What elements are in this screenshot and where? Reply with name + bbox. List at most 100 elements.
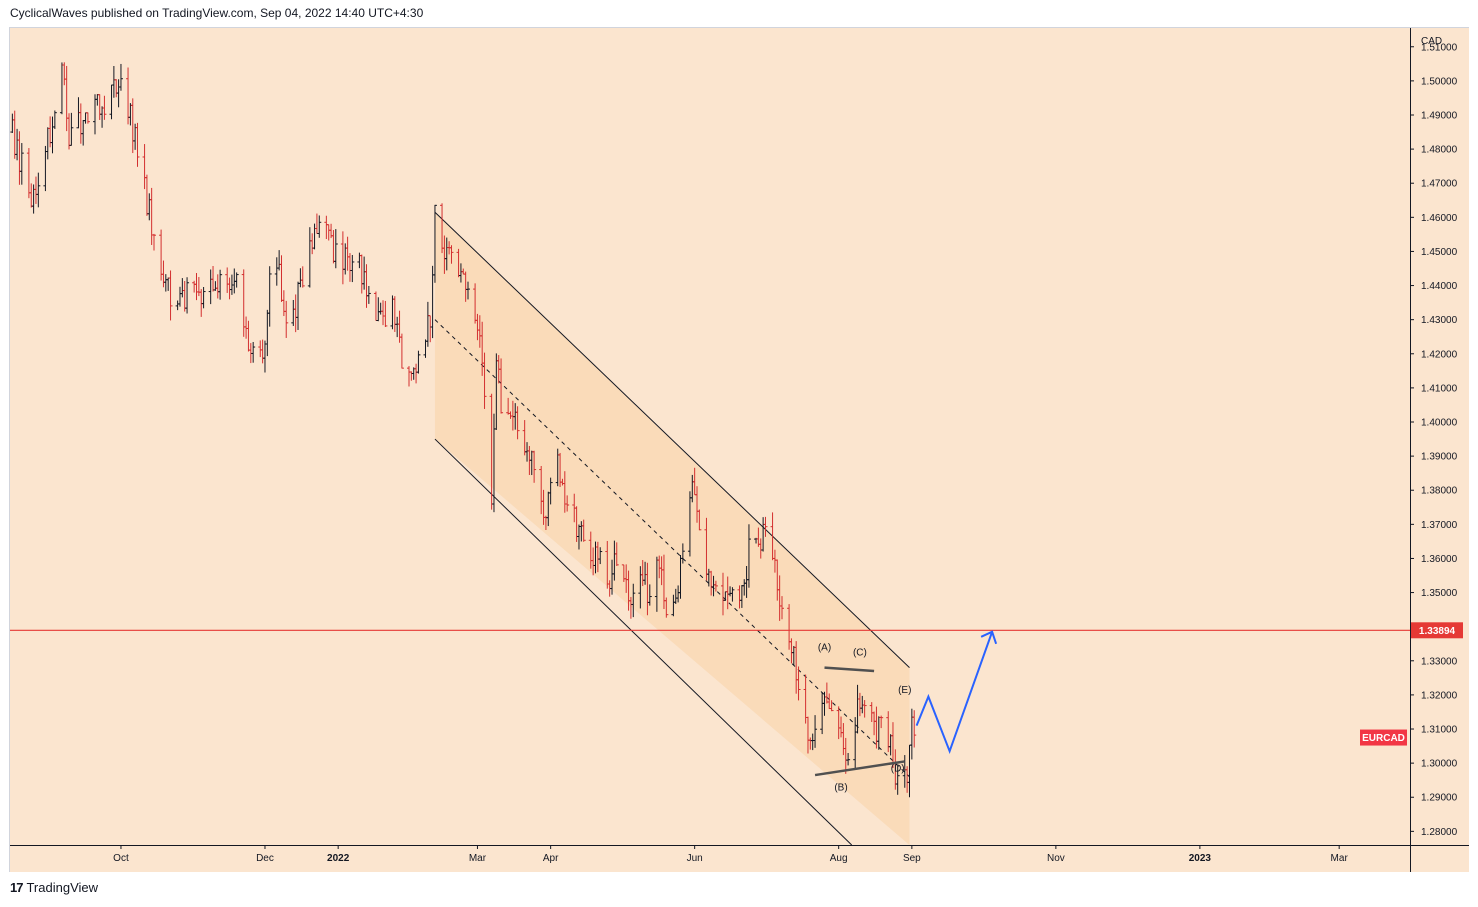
y-tick-label: 1.38000 <box>1421 486 1458 497</box>
plot-area[interactable] <box>10 28 1410 845</box>
x-tick-label: Jun <box>687 853 703 864</box>
y-tick-label: 1.37000 <box>1421 520 1458 531</box>
ohlc-bar[interactable] <box>135 122 140 167</box>
ohlc-bar[interactable] <box>317 215 322 238</box>
y-tick-label: 1.33000 <box>1421 656 1458 667</box>
ohlc-bar[interactable] <box>185 277 190 314</box>
x-tick-label: Mar <box>1331 853 1349 864</box>
ohlc-bar[interactable] <box>432 204 437 283</box>
ohlc-bar[interactable] <box>846 753 851 766</box>
x-tick-label: 2023 <box>1189 853 1212 864</box>
ohlc-bar[interactable] <box>168 270 173 321</box>
channel-midline[interactable] <box>434 319 910 778</box>
channel-shading <box>434 212 910 846</box>
y-tick-label: 1.41000 <box>1421 383 1458 394</box>
ohlc-bar[interactable] <box>532 450 537 483</box>
ohlc-bar[interactable] <box>251 341 256 363</box>
ohlc-bar[interactable] <box>300 266 305 288</box>
channel-lower-line[interactable] <box>434 438 853 846</box>
ohlc-bar[interactable] <box>201 286 206 309</box>
ohlc-bar[interactable] <box>399 333 404 369</box>
ohlc-bar[interactable] <box>52 110 57 129</box>
ohlc-bar[interactable] <box>780 596 785 620</box>
wave-label: (E) <box>898 685 911 696</box>
y-tick-label: 1.48000 <box>1421 145 1458 156</box>
ohlc-bar[interactable] <box>565 495 570 512</box>
y-tick-label: 1.47000 <box>1421 179 1458 190</box>
ohlc-bar[interactable] <box>218 269 223 300</box>
wave-label: (A) <box>818 643 831 654</box>
ohlc-bar[interactable] <box>85 112 90 124</box>
ohlc-bar[interactable] <box>829 700 834 712</box>
wave-label: (B) <box>834 782 847 793</box>
y-tick-label: 1.28000 <box>1421 827 1458 838</box>
ohlc-bar[interactable] <box>383 300 388 327</box>
ohlc-bar[interactable] <box>118 63 123 91</box>
ohlc-bar[interactable] <box>333 229 338 269</box>
ohlc-bar[interactable] <box>697 509 702 531</box>
y-tick-label: 1.29000 <box>1421 793 1458 804</box>
ohlc-bar[interactable] <box>515 406 520 440</box>
x-tick-label: Mar <box>469 853 487 864</box>
ohlc-bar[interactable] <box>746 524 751 588</box>
ohlc-bar[interactable] <box>763 516 768 537</box>
ohlc-bar[interactable] <box>862 700 867 718</box>
ohlc-bar[interactable] <box>730 587 735 602</box>
ohlc-bar[interactable] <box>36 172 41 208</box>
x-tick-label: Dec <box>256 853 274 864</box>
ohlc-bar[interactable] <box>879 715 884 729</box>
ohlc-bar[interactable] <box>102 95 107 120</box>
y-tick-label: 1.51000 <box>1421 42 1458 53</box>
ohlc-bar[interactable] <box>813 715 818 748</box>
ohlc-bar[interactable] <box>482 352 487 409</box>
price-badge <box>1411 622 1463 639</box>
projection-path[interactable] <box>915 631 994 755</box>
ohlc-bar[interactable] <box>19 143 24 185</box>
ohlc-bar[interactable] <box>366 285 371 304</box>
ohlc-bar[interactable] <box>284 300 289 338</box>
ohlc-bar[interactable] <box>234 272 239 288</box>
currency-label: CAD <box>1421 36 1442 47</box>
tradingview-footer: 17 TradingView <box>10 880 98 895</box>
ohlc-bar[interactable] <box>152 233 157 251</box>
ohlc-bar[interactable] <box>69 112 74 146</box>
triangle-top-line[interactable] <box>824 666 875 673</box>
ohlc-bar[interactable] <box>680 543 685 564</box>
ohlc-bar[interactable] <box>614 542 619 567</box>
ohlc-bar[interactable] <box>449 245 454 264</box>
channel-upper-line[interactable] <box>434 211 910 668</box>
tradingview-logo-icon: 17 <box>10 880 24 895</box>
ohlc-bar[interactable] <box>350 254 355 283</box>
ohlc-bar[interactable] <box>796 666 801 701</box>
ohlc-bar[interactable] <box>548 477 553 505</box>
ohlc-bar[interactable] <box>466 281 471 300</box>
wave-label: (D) <box>891 764 905 775</box>
x-tick-label: 2022 <box>327 853 350 864</box>
ohlc-bar[interactable] <box>499 358 504 414</box>
ohlc-bar[interactable] <box>895 765 900 795</box>
ohlc-bar[interactable] <box>598 547 603 565</box>
y-tick-label: 1.44000 <box>1421 281 1458 292</box>
x-tick-label: Sep <box>903 853 921 864</box>
price-axis[interactable] <box>1410 28 1469 845</box>
y-tick-label: 1.42000 <box>1421 349 1458 360</box>
ohlc-bar[interactable] <box>267 266 272 327</box>
ohlc-bar[interactable] <box>631 583 636 618</box>
wave-label: (C) <box>853 648 867 659</box>
ohlc-bar[interactable] <box>664 597 669 618</box>
time-axis[interactable] <box>10 845 1469 872</box>
x-tick-label: Nov <box>1047 853 1065 864</box>
ohlc-bar[interactable] <box>713 580 718 592</box>
ohlc-bar[interactable] <box>647 584 652 606</box>
ohlc-bar[interactable] <box>581 519 586 542</box>
y-tick-label: 1.46000 <box>1421 213 1458 224</box>
ohlc-bar[interactable] <box>416 350 421 374</box>
y-tick-label: 1.30000 <box>1421 759 1458 770</box>
triangle-bottom-line[interactable] <box>814 760 905 777</box>
x-tick-label: Aug <box>830 853 848 864</box>
y-tick-label: 1.31000 <box>1421 725 1458 736</box>
price-badge-label: 1.33894 <box>1419 626 1456 637</box>
ohlc-bar[interactable] <box>912 710 917 748</box>
projection-arrowhead <box>980 630 998 645</box>
